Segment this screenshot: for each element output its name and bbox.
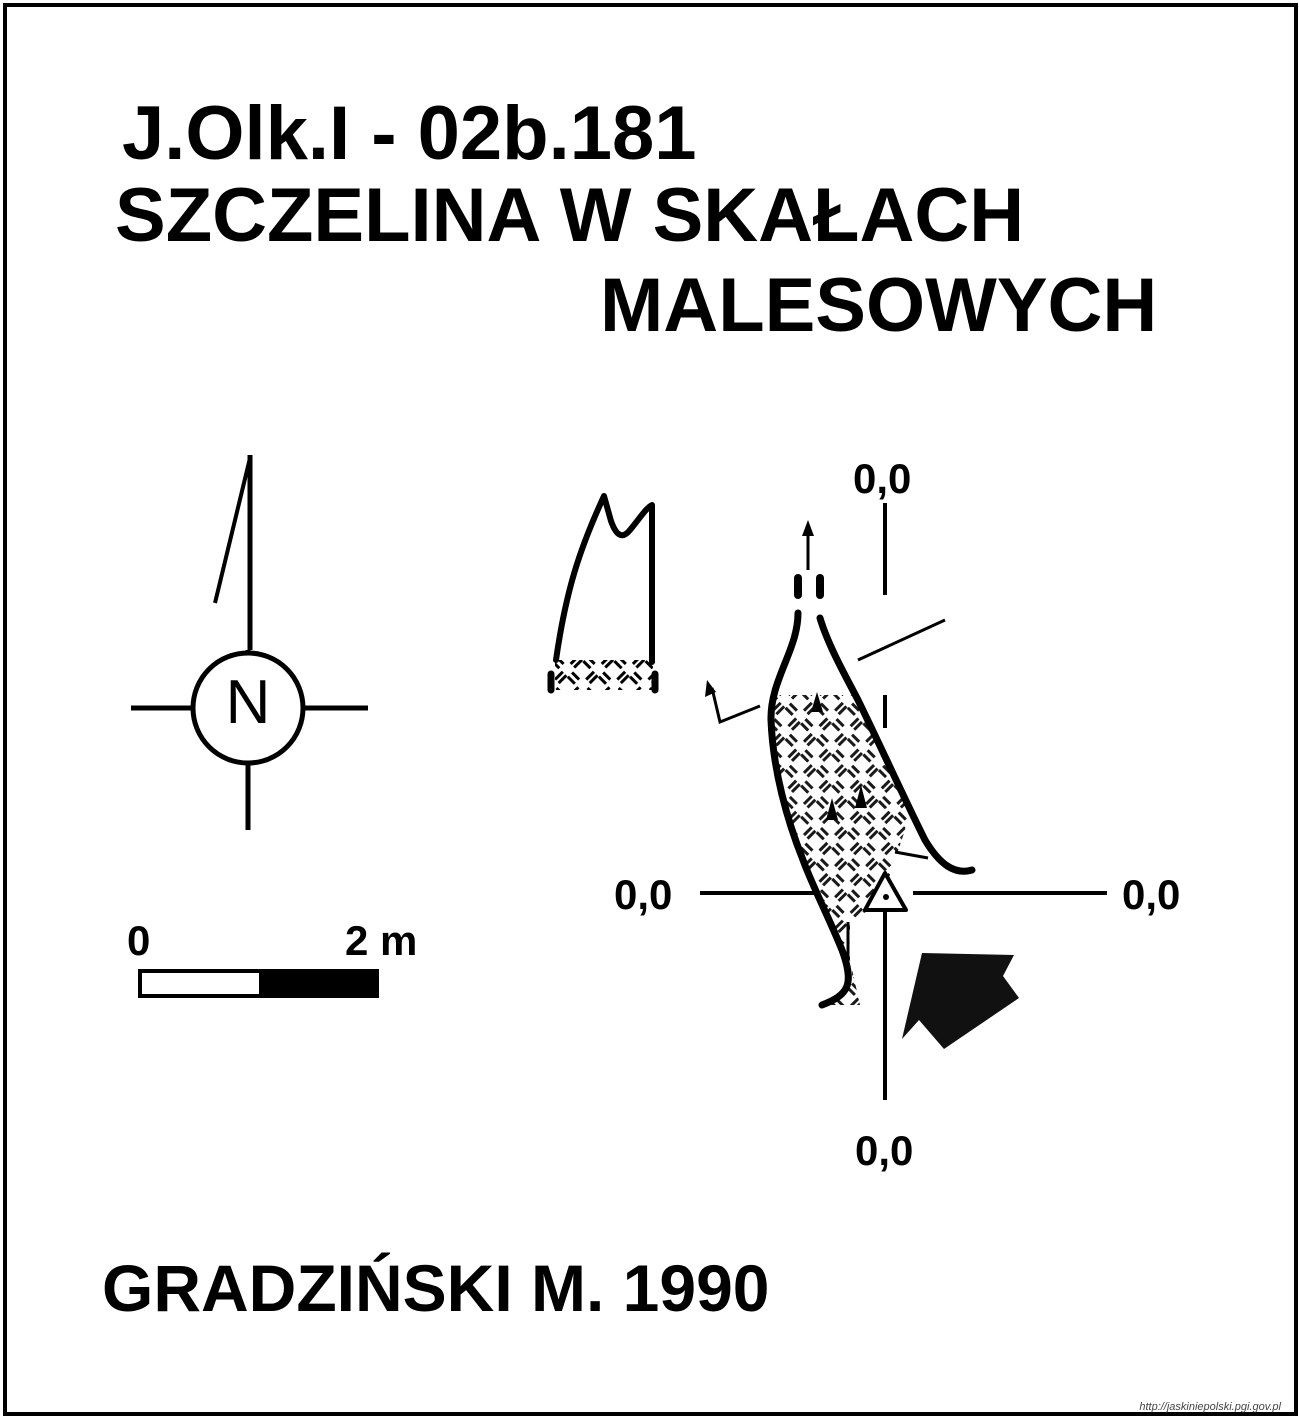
map-frame	[3, 3, 1298, 1416]
scale-start-label: 0	[127, 917, 151, 964]
datum-label-right: 0,0	[1122, 871, 1181, 918]
cave-plan	[705, 520, 976, 1009]
author-credit: GRADZIŃSKI M. 1990	[102, 1251, 770, 1325]
cave-cross-section	[547, 493, 659, 694]
datum-label-bottom: 0,0	[855, 1127, 914, 1174]
north-arrow-icon	[213, 455, 253, 650]
cave-code-title: J.Olk.I - 02b.181	[122, 91, 697, 176]
entrance-arrow-icon	[902, 953, 1019, 1049]
scale-end-label: 2 m	[345, 917, 418, 964]
datum-label-left: 0,0	[614, 871, 673, 918]
north-letter: N	[225, 668, 271, 737]
scale-bar	[138, 969, 379, 998]
cave-name-line-2: MALESOWYCH	[600, 263, 1158, 348]
datum-label-top: 0,0	[853, 455, 912, 502]
source-url: http://jaskiniepolski.pgi.gov.pl	[1139, 1401, 1281, 1413]
cave-name-line-1: SZCZELINA W SKAŁACH	[115, 173, 1025, 258]
compass-rose-icon	[131, 650, 368, 830]
survey-point-triangle-icon	[863, 871, 908, 912]
